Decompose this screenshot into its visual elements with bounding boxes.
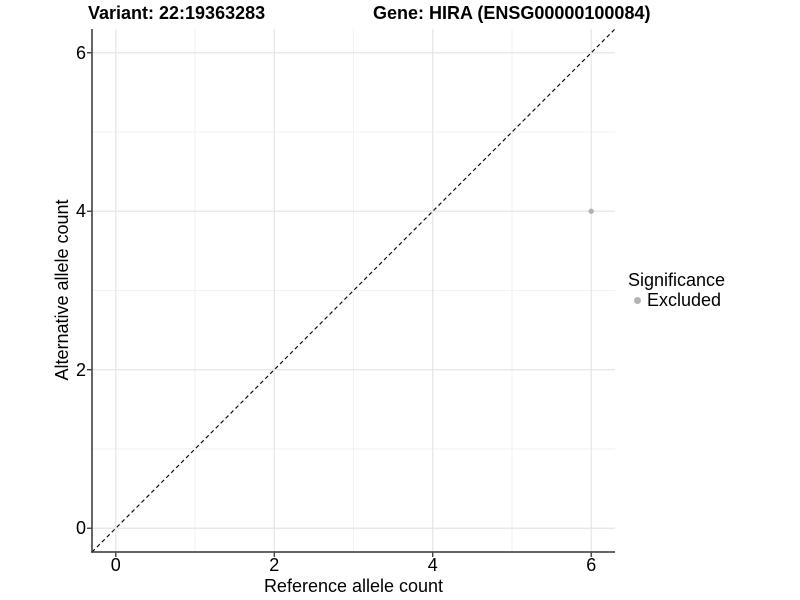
legend-swatch-icon <box>634 296 641 304</box>
gene-title: Gene: HIRA (ENSG00000100084) <box>373 3 651 23</box>
x-tick-label: 6 <box>586 555 597 575</box>
y-tick-label: 2 <box>75 359 86 380</box>
x-tick-label: 4 <box>427 555 438 575</box>
y-axis-title: Alternative allele count <box>52 199 72 381</box>
legend: Significance Excluded <box>628 270 725 310</box>
x-tick-label: 0 <box>110 555 121 575</box>
x-tick-label: 2 <box>269 555 280 575</box>
data-point <box>588 208 594 214</box>
legend-title: Significance <box>628 270 726 290</box>
identity-reference-line <box>91 28 616 553</box>
y-tick-label: 6 <box>75 42 86 63</box>
variant-title: Variant: 22:19363283 <box>88 3 266 23</box>
y-tick-label: 4 <box>75 201 86 222</box>
legend-item-label: Excluded <box>647 290 722 310</box>
legend-item: Excluded <box>628 290 725 310</box>
y-tick-label: 0 <box>75 518 86 539</box>
x-axis-title: Reference allele count <box>263 576 444 596</box>
legend-items: Excluded <box>628 290 725 310</box>
